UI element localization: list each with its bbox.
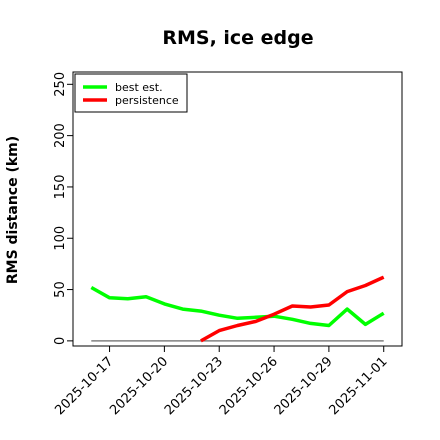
series-line-persistence [200, 275, 385, 343]
x-tick-label: 2025-10-20 [107, 354, 171, 418]
y-axis-label: RMS distance (km) [5, 136, 21, 284]
y-tick-label: 200 [53, 123, 68, 148]
x-tick-label: 2025-10-23 [162, 354, 226, 418]
plot-area [90, 275, 385, 343]
y-tick-label: 250 [53, 72, 68, 97]
x-tick-label: 2025-10-26 [217, 354, 281, 418]
legend-label-persistence: persistence [115, 94, 179, 107]
axes: 0501001502002502025-10-172025-10-202025-… [52, 71, 403, 418]
legend-label-best-estimate: best est. [115, 81, 163, 94]
x-tick-label: 2025-10-29 [272, 354, 336, 418]
y-tick-label: 50 [53, 281, 68, 298]
y-tick-label: 150 [53, 175, 68, 200]
x-tick-label: 2025-10-17 [52, 354, 116, 418]
series-line-best-estimate [90, 285, 385, 328]
y-tick-label: 100 [53, 226, 68, 251]
x-tick-label: 2025-11-01 [327, 354, 391, 418]
legend-box [74, 73, 188, 113]
legend: best est.persistence [74, 73, 188, 113]
chart-title: RMS, ice edge [162, 27, 313, 49]
plot-frame [72, 71, 403, 347]
y-tick-label: 0 [53, 337, 68, 345]
